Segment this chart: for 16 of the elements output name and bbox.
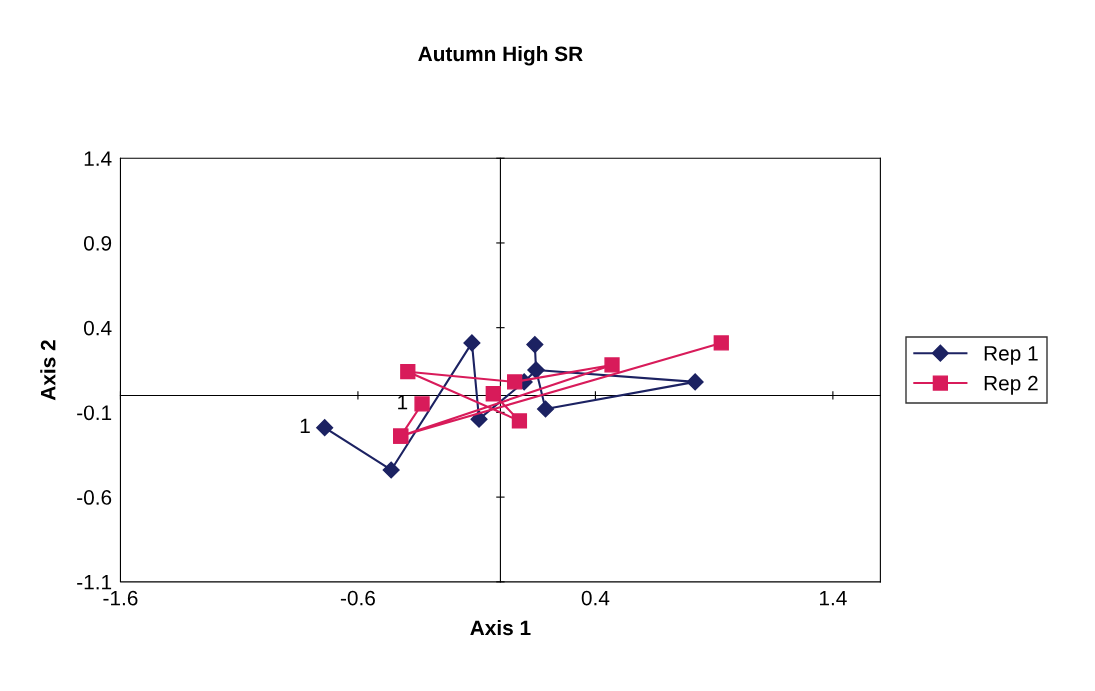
y-axis-title: Axis 2 bbox=[40, 340, 56, 401]
legend-label: Rep 1 bbox=[984, 346, 1038, 365]
x-tick-label: 1.4 bbox=[819, 590, 847, 606]
legend-label: Rep 2 bbox=[984, 375, 1038, 395]
y-tick-label: 1.4 bbox=[84, 151, 112, 166]
x-tick-label: -0.6 bbox=[340, 590, 375, 606]
y-tick-label: -0.6 bbox=[77, 490, 112, 505]
x-tick-label: -1.6 bbox=[103, 590, 138, 606]
chart-title: Autumn High SR bbox=[418, 45, 583, 66]
y-tick-label: -1.1 bbox=[77, 575, 112, 590]
y-tick-label: -0.1 bbox=[77, 405, 112, 421]
y-tick-label: 0.4 bbox=[83, 320, 112, 336]
annotation: 1 bbox=[300, 418, 310, 434]
x-axis-title: Axis 1 bbox=[470, 619, 531, 636]
x-tick-label: 0.4 bbox=[581, 590, 610, 606]
y-tick-label: 0.9 bbox=[83, 235, 112, 251]
